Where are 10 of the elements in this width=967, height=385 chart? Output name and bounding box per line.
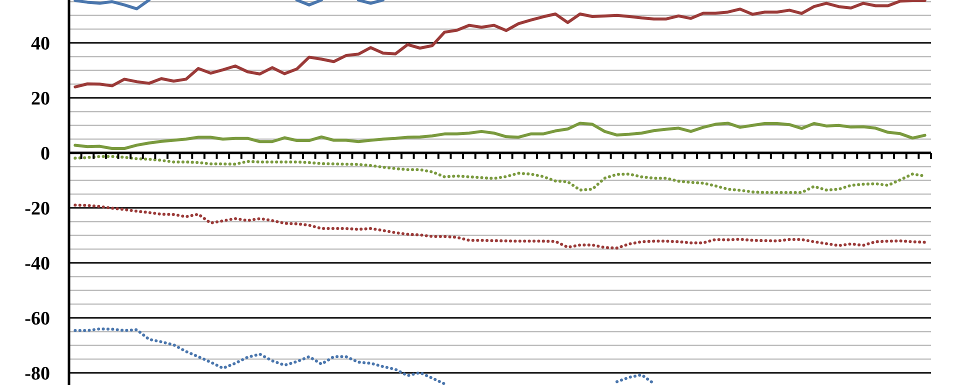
y-tick-label: -40: [24, 254, 50, 275]
y-tick-label: -20: [24, 198, 50, 220]
y-tick-label: 20: [31, 88, 50, 110]
line-series: [74, 204, 926, 250]
y-tick-label: 0: [40, 144, 50, 165]
y-tick-label: -60: [24, 308, 50, 330]
line-series: [74, 0, 926, 88]
y-tick-label: 40: [31, 34, 50, 55]
line-series: [74, 122, 926, 150]
y-tick-label: -80: [24, 364, 50, 385]
